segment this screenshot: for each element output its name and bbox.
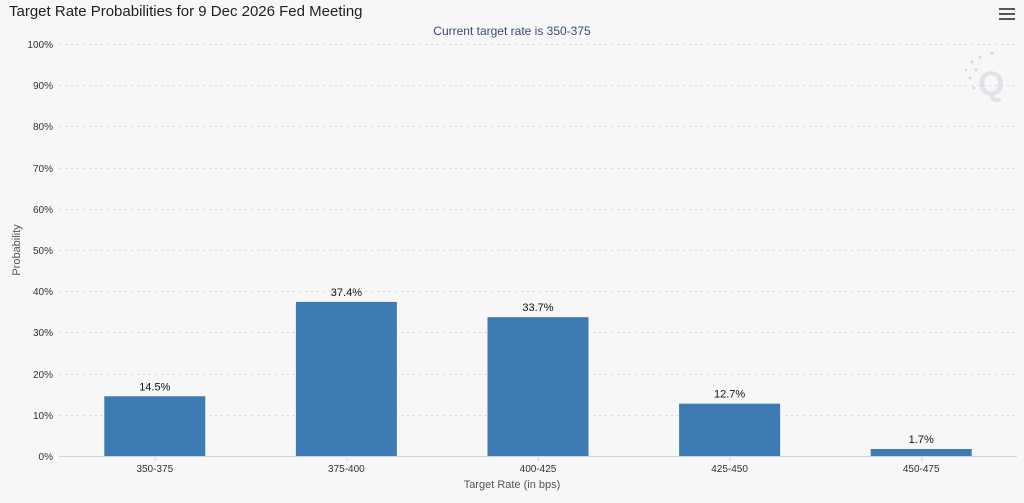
data-label: 14.5%	[139, 381, 170, 393]
y-tick-label: 90%	[33, 81, 53, 92]
x-tick-label: 350-375	[136, 464, 173, 475]
data-label: 1.7%	[909, 434, 934, 446]
x-tick-label: 425-450	[711, 464, 748, 475]
y-tick-label: 100%	[27, 40, 53, 51]
svg-text:Q: Q	[978, 65, 1004, 103]
x-tick-label: 375-400	[328, 464, 365, 475]
chart-title: Target Rate Probabilities for 9 Dec 2026…	[9, 3, 363, 20]
x-tick-label: 450-475	[903, 464, 940, 475]
x-tick-label: 400-425	[520, 464, 557, 475]
watermark-logo-icon: Q	[964, 51, 1004, 103]
y-tick-label: 0%	[39, 452, 54, 463]
bar-400-425[interactable]	[487, 317, 589, 456]
data-label: 37.4%	[331, 287, 362, 299]
y-tick-label: 60%	[33, 205, 53, 216]
y-tick-label: 30%	[33, 328, 53, 339]
y-tick-label: 50%	[33, 246, 53, 257]
x-axis-title: Target Rate (in bps)	[464, 479, 561, 491]
y-tick-label: 40%	[33, 287, 53, 298]
bar-450-475[interactable]	[870, 448, 972, 456]
y-tick-label: 80%	[33, 122, 53, 133]
menu-icon[interactable]	[997, 6, 1017, 22]
data-label: 33.7%	[522, 302, 553, 314]
bar-375-400[interactable]	[295, 301, 397, 456]
y-tick-label: 70%	[33, 164, 53, 175]
y-tick-label: 20%	[33, 370, 53, 381]
data-label: 12.7%	[714, 389, 745, 401]
y-tick-label: 10%	[33, 411, 53, 422]
y-axis-title: Probability	[11, 224, 23, 276]
chart-subtitle: Current target rate is 350-375	[433, 24, 591, 38]
bar-350-375[interactable]	[104, 396, 206, 456]
bar-425-450[interactable]	[679, 403, 781, 456]
